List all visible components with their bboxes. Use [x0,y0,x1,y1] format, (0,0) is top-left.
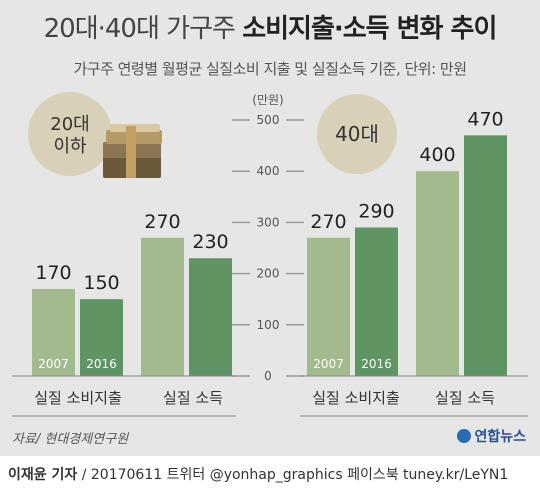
bar-value-label: 270 [310,211,346,233]
y-tick-label: 500 [257,113,280,127]
group-label: 40대 [335,122,379,146]
category-label: 실질 소득 [163,389,223,407]
axis-unit: (만원) [252,93,283,107]
bar-2016 [80,299,123,376]
bar-value-label: 400 [419,144,455,166]
group-badge [28,92,112,176]
bar-2016 [189,258,232,376]
footer-info: / 20170611 트위터 @yonhap_graphics 페이스북 tun… [77,467,509,483]
source-note: 자료/ 현대경제연구원 [12,432,129,447]
bar-2007 [307,237,350,376]
bar-value-label: 170 [35,262,71,284]
bar-value-label: 230 [192,231,228,253]
page-title: 20대·40대 가구주 소비지출·소득 변화 추이 [43,14,498,44]
money-band-icon [126,126,136,178]
bar-value-label: 470 [467,108,503,130]
series-year-label: 2007 [38,357,69,371]
bar-value-label: 150 [83,272,119,294]
y-tick-label: 400 [257,164,280,178]
group-badge [317,94,397,174]
y-tick-label: 200 [257,267,280,281]
subtitle: 가구주 연령별 월평균 실질소비 지출 및 실질소득 기준, 단위: 만원 [73,60,467,78]
logo-icon [457,429,472,443]
y-tick-label: 100 [257,318,280,332]
series-year-label: 2007 [313,357,344,371]
footer: 이재윤 기자 / 20170611 트위터 @yonhap_graphics 페… [0,456,540,501]
bar-2007 [416,171,459,376]
group-label-line2: 이하 [53,136,87,157]
category-label: 실질 소비지출 [312,389,400,407]
bar-2007 [32,288,75,376]
series-year-label: 2016 [86,357,117,371]
bar-2016 [355,227,398,376]
category-label: 실질 소비지출 [34,389,122,407]
bar-value-label: 290 [358,201,394,223]
series-year-label: 2016 [361,357,392,371]
bar-value-label: 270 [144,211,180,233]
category-label: 실질 소득 [435,389,495,407]
bar-2016 [464,135,507,376]
group-label-line1: 20대 [50,114,89,135]
y-tick-label: 300 [257,215,280,229]
yonhap-logo: 연합뉴스 [457,426,526,446]
bar-2007 [141,237,184,376]
author: 이재윤 기자 [8,467,78,483]
y-tick-label: 0 [264,369,272,383]
